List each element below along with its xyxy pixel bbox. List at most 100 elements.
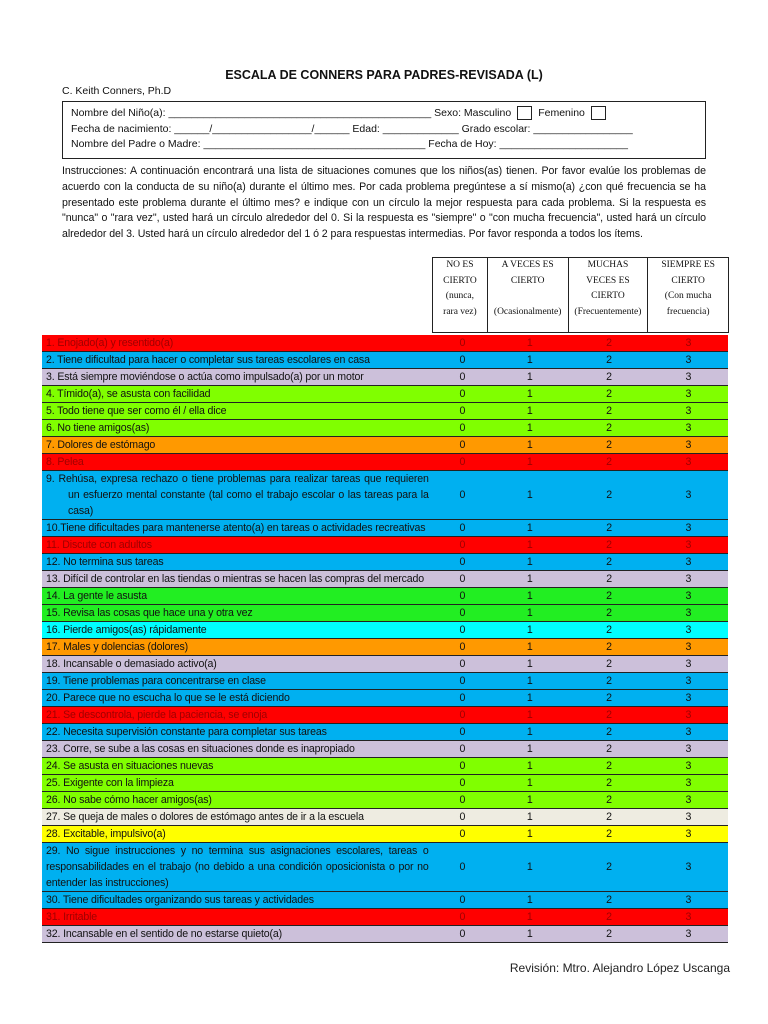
rating-option-1[interactable]: 1 [526, 760, 533, 772]
rating-option-1[interactable]: 1 [526, 624, 533, 636]
rating-option-1[interactable]: 1 [526, 573, 533, 585]
rating-option-1[interactable]: 1 [526, 777, 533, 789]
rating-option-1[interactable]: 1 [526, 726, 533, 738]
rating-option-3[interactable]: 3 [685, 641, 692, 653]
rating-option-3[interactable]: 3 [685, 354, 692, 366]
rating-option-3[interactable]: 3 [685, 675, 692, 687]
rating-option-0[interactable]: 0 [459, 675, 466, 687]
rating-option-1[interactable]: 1 [526, 354, 533, 366]
rating-option-2[interactable]: 2 [606, 522, 612, 534]
rating-option-1[interactable]: 1 [526, 928, 533, 940]
rating-option-0[interactable]: 0 [459, 371, 466, 383]
rating-option-0[interactable]: 0 [459, 794, 466, 806]
rating-option-2[interactable]: 2 [606, 388, 612, 400]
rating-option-1[interactable]: 1 [526, 743, 533, 755]
rating-option-2[interactable]: 2 [606, 726, 612, 738]
rating-option-1[interactable]: 1 [526, 911, 533, 923]
rating-option-0[interactable]: 0 [459, 405, 466, 417]
rating-option-2[interactable]: 2 [606, 624, 612, 636]
rating-option-0[interactable]: 0 [459, 590, 466, 602]
rating-option-2[interactable]: 2 [606, 743, 612, 755]
rating-option-2[interactable]: 2 [606, 894, 612, 906]
rating-option-0[interactable]: 0 [459, 573, 466, 585]
rating-option-3[interactable]: 3 [685, 456, 692, 468]
rating-option-3[interactable]: 3 [685, 522, 692, 534]
rating-option-1[interactable]: 1 [526, 794, 533, 806]
rating-option-2[interactable]: 2 [606, 760, 612, 772]
rating-option-0[interactable]: 0 [459, 456, 466, 468]
child-name-field[interactable]: Nombre del Niño(a): ____________________… [71, 107, 512, 119]
rating-option-1[interactable]: 1 [526, 422, 533, 434]
rating-option-3[interactable]: 3 [685, 760, 692, 772]
rating-option-2[interactable]: 2 [606, 607, 612, 619]
parent-name-field[interactable]: Nombre del Padre o Madre: ______________… [71, 138, 628, 150]
rating-option-3[interactable]: 3 [685, 439, 692, 451]
rating-option-1[interactable]: 1 [526, 861, 533, 873]
rating-option-0[interactable]: 0 [459, 911, 466, 923]
rating-option-0[interactable]: 0 [459, 760, 466, 772]
rating-option-2[interactable]: 2 [606, 573, 612, 585]
rating-option-2[interactable]: 2 [606, 337, 612, 349]
rating-option-0[interactable]: 0 [459, 539, 466, 551]
rating-option-3[interactable]: 3 [685, 709, 692, 721]
rating-option-1[interactable]: 1 [526, 641, 533, 653]
rating-option-1[interactable]: 1 [526, 489, 533, 501]
rating-option-0[interactable]: 0 [459, 624, 466, 636]
rating-option-2[interactable]: 2 [606, 777, 612, 789]
rating-option-3[interactable]: 3 [685, 422, 692, 434]
rating-option-0[interactable]: 0 [459, 692, 466, 704]
femenino-checkbox[interactable] [590, 106, 606, 121]
rating-option-0[interactable]: 0 [459, 743, 466, 755]
rating-option-0[interactable]: 0 [459, 388, 466, 400]
rating-option-2[interactable]: 2 [606, 539, 612, 551]
rating-option-0[interactable]: 0 [459, 641, 466, 653]
rating-option-3[interactable]: 3 [685, 828, 692, 840]
rating-option-2[interactable]: 2 [606, 692, 612, 704]
rating-option-1[interactable]: 1 [526, 522, 533, 534]
rating-option-1[interactable]: 1 [526, 405, 533, 417]
rating-option-0[interactable]: 0 [459, 861, 466, 873]
rating-option-0[interactable]: 0 [459, 522, 466, 534]
rating-option-3[interactable]: 3 [685, 539, 692, 551]
rating-option-2[interactable]: 2 [606, 794, 612, 806]
rating-option-0[interactable]: 0 [459, 811, 466, 823]
rating-option-3[interactable]: 3 [685, 573, 692, 585]
birthdate-field[interactable]: Fecha de nacimiento: ______/____________… [71, 122, 633, 135]
rating-option-2[interactable]: 2 [606, 658, 612, 670]
rating-option-3[interactable]: 3 [685, 794, 692, 806]
rating-option-2[interactable]: 2 [606, 641, 612, 653]
rating-option-0[interactable]: 0 [459, 658, 466, 670]
rating-option-2[interactable]: 2 [606, 709, 612, 721]
rating-option-0[interactable]: 0 [459, 354, 466, 366]
rating-option-3[interactable]: 3 [685, 607, 692, 619]
rating-option-1[interactable]: 1 [526, 894, 533, 906]
rating-option-1[interactable]: 1 [526, 337, 533, 349]
rating-option-1[interactable]: 1 [526, 675, 533, 687]
rating-option-0[interactable]: 0 [459, 607, 466, 619]
rating-option-1[interactable]: 1 [526, 692, 533, 704]
rating-option-0[interactable]: 0 [459, 709, 466, 721]
rating-option-2[interactable]: 2 [606, 456, 612, 468]
rating-option-2[interactable]: 2 [606, 928, 612, 940]
rating-option-1[interactable]: 1 [526, 828, 533, 840]
rating-option-3[interactable]: 3 [685, 726, 692, 738]
rating-option-2[interactable]: 2 [606, 590, 612, 602]
rating-option-3[interactable]: 3 [685, 590, 692, 602]
rating-option-0[interactable]: 0 [459, 422, 466, 434]
rating-option-3[interactable]: 3 [685, 928, 692, 940]
rating-option-3[interactable]: 3 [685, 658, 692, 670]
rating-option-3[interactable]: 3 [685, 692, 692, 704]
rating-option-0[interactable]: 0 [459, 828, 466, 840]
rating-option-3[interactable]: 3 [685, 861, 692, 873]
rating-option-1[interactable]: 1 [526, 556, 533, 568]
rating-option-2[interactable]: 2 [606, 439, 612, 451]
rating-option-2[interactable]: 2 [606, 828, 612, 840]
rating-option-0[interactable]: 0 [459, 928, 466, 940]
rating-option-0[interactable]: 0 [459, 777, 466, 789]
rating-option-2[interactable]: 2 [606, 861, 612, 873]
rating-option-0[interactable]: 0 [459, 726, 466, 738]
rating-option-1[interactable]: 1 [526, 709, 533, 721]
rating-option-1[interactable]: 1 [526, 607, 533, 619]
rating-option-1[interactable]: 1 [526, 590, 533, 602]
rating-option-2[interactable]: 2 [606, 354, 612, 366]
